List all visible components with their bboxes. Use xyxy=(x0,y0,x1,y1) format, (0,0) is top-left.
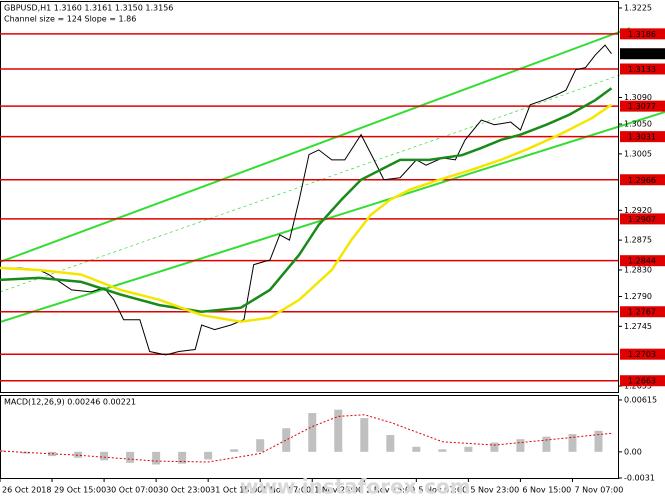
histogram-bar xyxy=(516,439,525,452)
main-frame xyxy=(0,1,619,393)
y-tick-label: 1.2830 xyxy=(624,265,652,274)
x-tick-label: 6 Nov 15:00 xyxy=(522,486,571,495)
level-box xyxy=(620,375,665,387)
last-price-box xyxy=(620,48,665,60)
x-tick-label: 29 Oct 15:00 xyxy=(54,486,106,495)
signal-line xyxy=(0,414,612,463)
level-box xyxy=(620,174,665,186)
level-label: 1.2966 xyxy=(628,176,656,185)
channel-upper xyxy=(0,27,631,263)
moving-average xyxy=(0,87,613,314)
watermark: www.instaforex.com xyxy=(240,475,471,499)
level-label: 1.2703 xyxy=(628,350,656,359)
y-tick-label: 1.2790 xyxy=(624,292,652,301)
histogram-bar xyxy=(100,451,109,461)
level-box xyxy=(620,255,665,267)
level-box xyxy=(620,131,665,143)
histogram-bar xyxy=(542,436,551,452)
level-box xyxy=(620,28,665,40)
histogram-bar xyxy=(152,451,161,465)
x-tick-label: 5 Nov 07:00 xyxy=(418,486,467,495)
chart-subtitle: Channel size = 124 Slope = 1.86 xyxy=(4,15,136,24)
x-tick-label: 5 Nov 23:00 xyxy=(470,486,519,495)
level-label: 1.2767 xyxy=(628,308,656,317)
level-label: 1.3133 xyxy=(628,65,656,74)
histogram-bar xyxy=(386,434,395,452)
histogram-bar xyxy=(490,442,499,452)
last-price-label: 1.3156 xyxy=(628,50,656,59)
x-tick-label: 1 Nov 23:00 xyxy=(314,486,363,495)
level-box xyxy=(620,213,665,225)
histogram-bar xyxy=(568,434,577,452)
histogram-bar xyxy=(360,418,369,452)
histogram-bar xyxy=(412,446,421,452)
histogram-bar xyxy=(126,451,135,463)
histogram-bar xyxy=(22,451,31,454)
y-tick-label: 1.3050 xyxy=(624,120,652,129)
histogram-bar xyxy=(282,428,291,452)
x-tick-label: 30 Oct 23:00 xyxy=(158,486,210,495)
level-box xyxy=(620,348,665,360)
histogram-bar xyxy=(594,430,603,452)
histogram-bar xyxy=(256,439,265,452)
y-tick-label: 1.3090 xyxy=(624,93,652,102)
y-tick-label: 1.3005 xyxy=(624,149,652,158)
histogram-bar xyxy=(334,409,343,452)
level-label: 1.3077 xyxy=(628,102,656,111)
y-tick-label: 1.2745 xyxy=(624,322,652,331)
y-tick-label: 0.00615 xyxy=(624,395,657,404)
y-tick-label: 1.2920 xyxy=(624,206,652,215)
y-tick-label: 0.00 xyxy=(624,447,642,456)
y-tick-label: 1.2875 xyxy=(624,236,652,245)
channel-middle xyxy=(0,67,641,293)
x-tick-label: 2 Nov 15:00 xyxy=(366,486,415,495)
macd-frame xyxy=(0,395,619,479)
level-box xyxy=(620,100,665,112)
x-tick-label: 7 Nov 07:00 xyxy=(574,486,623,495)
level-label: 1.2663 xyxy=(628,377,656,386)
histogram-bar xyxy=(464,446,473,452)
level-label: 1.2907 xyxy=(628,215,656,224)
x-tick-label: 30 Oct 07:00 xyxy=(106,486,158,495)
y-tick-label: -0.0031 xyxy=(624,474,655,483)
moving-average xyxy=(0,103,613,323)
level-box xyxy=(620,63,665,75)
histogram-bar xyxy=(230,449,239,452)
x-tick-label: 1 Nov 07:00 xyxy=(262,486,311,495)
histogram-bar xyxy=(178,451,187,464)
x-tick-label: 26 Oct 2018 xyxy=(2,486,51,495)
chart-title: GBPUSD,H1 1.3160 1.3161 1.3150 1.3156 xyxy=(4,4,173,13)
histogram-bar xyxy=(74,451,83,458)
histogram-bar xyxy=(438,449,447,452)
price-line xyxy=(0,44,612,356)
histogram-bar xyxy=(204,451,213,460)
level-label: 1.2844 xyxy=(628,257,656,266)
x-tick-label: 31 Oct 15:00 xyxy=(210,486,262,495)
level-label: 1.3186 xyxy=(628,30,656,39)
y-tick-label: 1.3225 xyxy=(624,3,652,12)
macd-title: MACD(12,26,9) 0.00246 0.00221 xyxy=(4,398,136,407)
level-box xyxy=(620,306,665,318)
histogram-bar xyxy=(308,413,317,452)
level-label: 1.3031 xyxy=(628,133,656,142)
